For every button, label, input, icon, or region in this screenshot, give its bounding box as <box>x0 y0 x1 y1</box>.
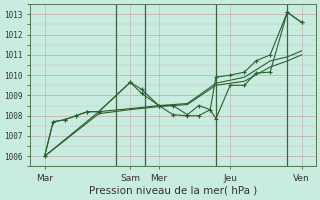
X-axis label: Pression niveau de la mer( hPa ): Pression niveau de la mer( hPa ) <box>89 186 257 196</box>
